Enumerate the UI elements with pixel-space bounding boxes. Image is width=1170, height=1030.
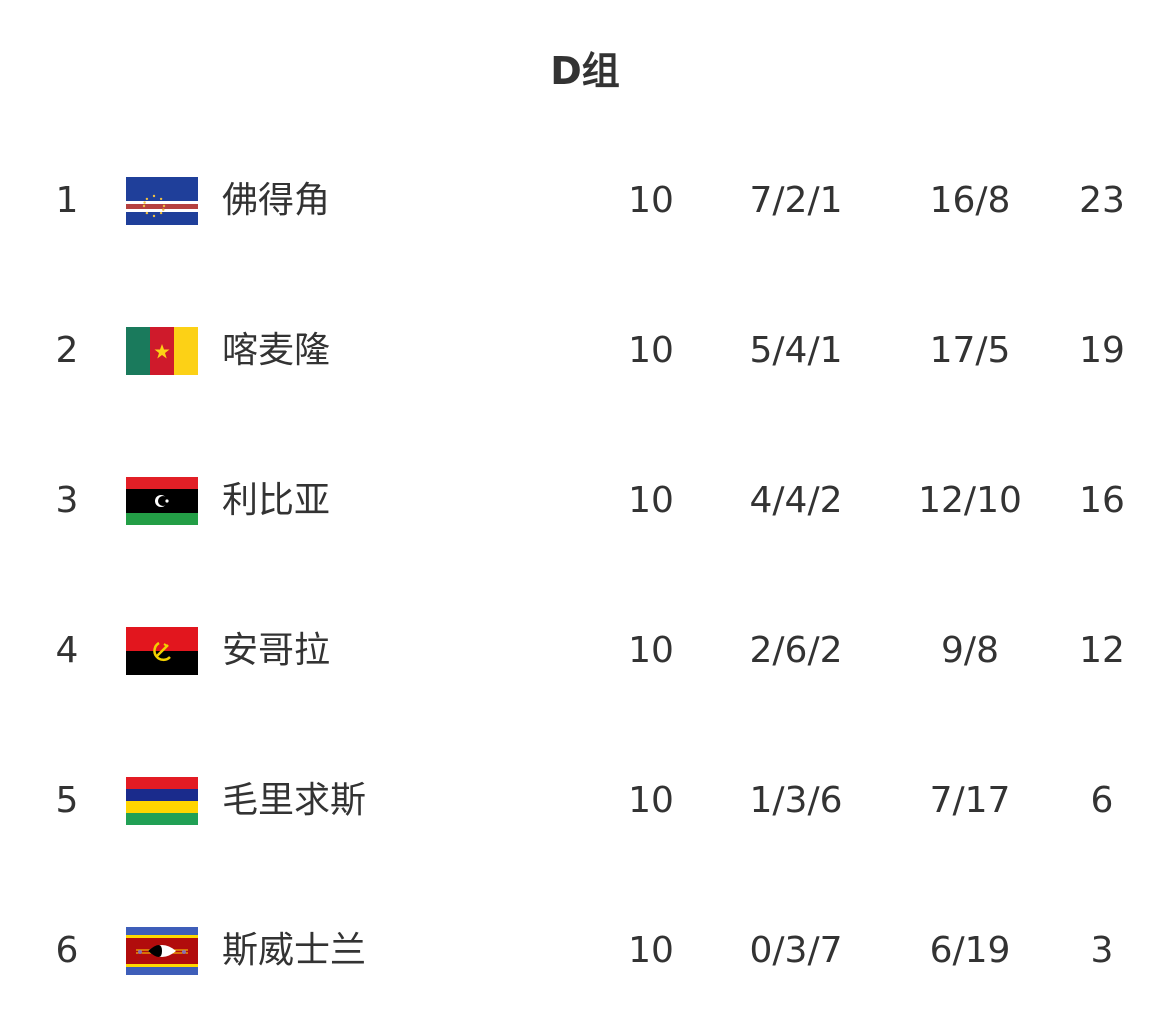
points: 12: [1079, 630, 1125, 671]
goals-for-against: 6/19: [929, 930, 1011, 971]
win-draw-loss: 2/6/2: [749, 630, 843, 671]
win-draw-loss: 7/2/1: [749, 180, 843, 221]
rank: 4: [55, 630, 79, 671]
cameroon-flag-icon: [126, 327, 198, 375]
goals-for-against: 9/8: [941, 630, 999, 671]
played: 10: [628, 930, 674, 971]
played: 10: [628, 180, 674, 221]
table-row[interactable]: 2 喀麦隆 10 5/4/1 17/5 19: [0, 321, 1170, 381]
points: 23: [1079, 180, 1125, 221]
libya-flag-icon: [126, 477, 198, 525]
points: 3: [1090, 930, 1114, 971]
win-draw-loss: 0/3/7: [749, 930, 843, 971]
played: 10: [628, 630, 674, 671]
points: 6: [1090, 780, 1114, 821]
table-row[interactable]: 3 利比亚 10 4/4/2 12/10 16: [0, 471, 1170, 531]
group-title: D组: [550, 49, 620, 93]
goals-for-against: 12/10: [918, 480, 1022, 521]
points: 16: [1079, 480, 1125, 521]
team-name: 斯威士兰: [222, 930, 367, 971]
rank: 2: [55, 330, 79, 371]
goals-for-against: 7/17: [929, 780, 1011, 821]
angola-flag-icon: [126, 627, 198, 675]
team-name: 毛里求斯: [222, 780, 367, 821]
rank: 6: [55, 930, 79, 971]
cape-verde-flag-icon: [126, 177, 198, 225]
rank: 5: [55, 780, 79, 821]
table-row[interactable]: 1 佛得角 10 7/2/1 16/8 23: [0, 171, 1170, 231]
eswatini-flag-icon: [126, 927, 198, 975]
points: 19: [1079, 330, 1125, 371]
rank: 3: [55, 480, 79, 521]
team-name: 喀麦隆: [222, 330, 331, 371]
table-row[interactable]: 4 安哥拉 10 2/6/2 9/8 12: [0, 621, 1170, 681]
win-draw-loss: 1/3/6: [749, 780, 843, 821]
goals-for-against: 16/8: [929, 180, 1011, 221]
team-name: 佛得角: [222, 180, 331, 221]
table-row[interactable]: 5 毛里求斯 10 1/3/6 7/17 6: [0, 771, 1170, 831]
win-draw-loss: 4/4/2: [749, 480, 843, 521]
rank: 1: [55, 180, 79, 221]
played: 10: [628, 330, 674, 371]
team-name: 利比亚: [222, 480, 331, 521]
played: 10: [628, 480, 674, 521]
played: 10: [628, 780, 674, 821]
mauritius-flag-icon: [126, 777, 198, 825]
win-draw-loss: 5/4/1: [749, 330, 843, 371]
goals-for-against: 17/5: [929, 330, 1011, 371]
table-row[interactable]: 6 斯威士兰 10 0/3/7 6/19 3: [0, 921, 1170, 981]
team-name: 安哥拉: [222, 630, 331, 671]
